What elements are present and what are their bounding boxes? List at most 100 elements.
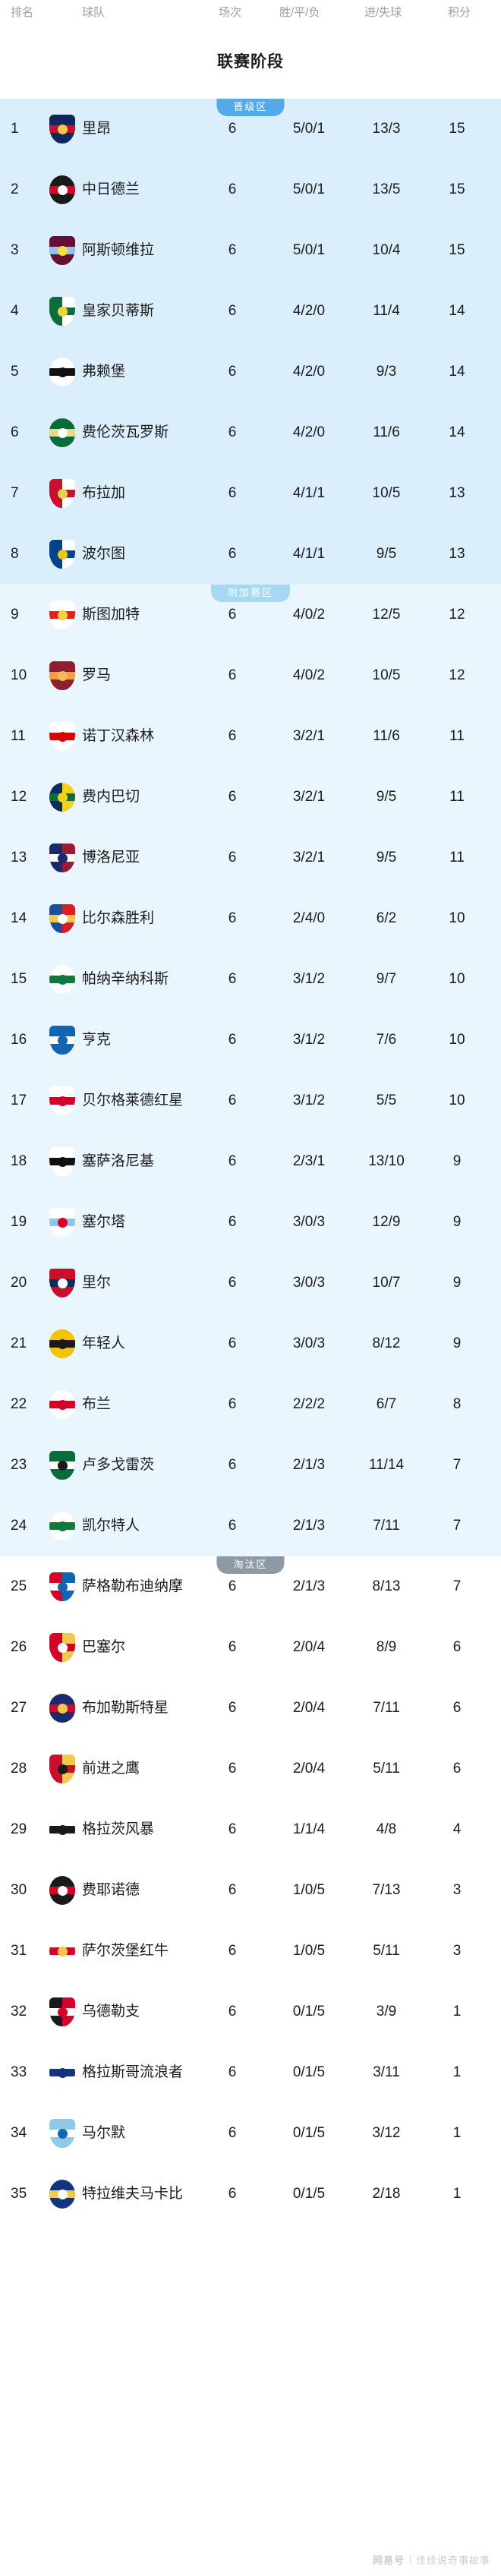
table-row[interactable]: 12 费内巴切 6 3/2/1 9/5 11 <box>0 767 501 828</box>
table-row[interactable]: 29 格拉茨风暴 6 1/1/4 4/8 4 <box>0 1799 501 1860</box>
cell-goals: 9/5 <box>376 789 397 805</box>
cell-goals: 7/11 <box>373 1700 400 1716</box>
cell-team-name: 皇家贝蒂斯 <box>82 303 155 319</box>
table-row[interactable]: 34 马尔默 6 0/1/5 3/12 1 <box>0 2103 501 2164</box>
cell-points: 9 <box>452 1335 462 1351</box>
cell-win-draw-loss: 2/0/4 <box>292 1639 326 1655</box>
rangers-crest <box>47 2057 77 2088</box>
cell-points: 11 <box>449 728 465 744</box>
midtjylland-crest <box>47 175 77 205</box>
table-row[interactable]: 25 萨格勒布迪纳摩 6 2/1/3 8/13 7 <box>0 1556 501 1617</box>
watermark-text: 佳佳说奇事故事 <box>415 2555 490 2566</box>
table-row[interactable]: 4 皇家贝蒂斯 6 4/2/0 11/4 14 <box>0 281 501 342</box>
cell-rank: 35 <box>11 2186 27 2202</box>
table-row[interactable]: 21 年轻人 6 3/0/3 8/12 9 <box>0 1313 501 1374</box>
table-row[interactable]: 6 费伦茨瓦罗斯 6 4/2/0 11/6 14 <box>0 402 501 463</box>
table-row[interactable]: 32 乌德勒支 6 0/1/5 3/9 1 <box>0 1982 501 2042</box>
cell-win-draw-loss: 4/2/0 <box>292 424 326 440</box>
cell-rank: 31 <box>11 1943 27 1959</box>
table-row[interactable]: 2 中日德兰 6 5/0/1 13/5 15 <box>0 159 501 220</box>
cell-team-name: 帕纳辛纳科斯 <box>82 971 169 987</box>
cell-played: 6 <box>228 1821 237 1837</box>
column-header-goals: 进/失球 <box>364 5 402 19</box>
cell-points: 15 <box>449 181 465 197</box>
go-ahead-eagles-crest <box>47 1754 77 1784</box>
zone-badge-playoff: 附加赛区 <box>210 585 291 602</box>
column-header-points: 积分 <box>448 5 471 19</box>
table-row[interactable]: 9 斯图加特 6 4/0/2 12/5 12 <box>0 585 501 645</box>
table-row[interactable]: 35 特拉维夫马卡比 6 0/1/5 2/18 1 <box>0 2164 501 2224</box>
table-row[interactable]: 14 比尔森胜利 6 2/4/0 6/2 10 <box>0 888 501 949</box>
table-row[interactable]: 5 弗赖堡 6 4/2/0 9/3 14 <box>0 342 501 402</box>
cell-points: 10 <box>449 971 465 987</box>
table-row[interactable]: 27 布加勒斯特星 6 2/0/4 7/11 6 <box>0 1678 501 1739</box>
table-row[interactable]: 15 帕纳辛纳科斯 6 3/1/2 9/7 10 <box>0 949 501 1010</box>
watermark: 网易号 佳佳说奇事故事 <box>373 2552 490 2567</box>
table-row[interactable]: 22 布兰 6 2/2/2 6/7 8 <box>0 1374 501 1435</box>
celta-vigo-crest <box>47 1207 77 1238</box>
cell-goals: 6/2 <box>376 910 397 926</box>
cell-points: 11 <box>449 850 465 865</box>
cell-played: 6 <box>228 1335 237 1351</box>
table-row[interactable]: 10 罗马 6 4/0/2 10/5 12 <box>0 645 501 706</box>
cell-win-draw-loss: 5/0/1 <box>292 121 326 137</box>
table-row[interactable]: 1 里昂 6 5/0/1 13/3 15 <box>0 99 501 159</box>
cell-team-name: 布加勒斯特星 <box>82 1700 169 1716</box>
table-row[interactable]: 7 布拉加 6 4/1/1 10/5 13 <box>0 463 501 524</box>
cell-played: 6 <box>228 121 237 137</box>
cell-win-draw-loss: 1/0/5 <box>292 1943 326 1959</box>
table-row[interactable]: 30 费耶诺德 6 1/0/5 7/13 3 <box>0 1860 501 1921</box>
cell-win-draw-loss: 4/0/2 <box>292 607 326 623</box>
cell-points: 12 <box>449 607 465 623</box>
cell-points: 9 <box>452 1275 462 1291</box>
cell-played: 6 <box>228 1882 237 1898</box>
cell-rank: 24 <box>11 1518 27 1534</box>
dinamo-zagreb-crest <box>47 1572 77 1602</box>
table-row[interactable]: 28 前进之鹰 6 2/0/4 5/11 6 <box>0 1739 501 1799</box>
table-row[interactable]: 26 巴塞尔 6 2/0/4 8/9 6 <box>0 1617 501 1678</box>
cell-rank: 26 <box>11 1639 27 1655</box>
cell-played: 6 <box>228 2186 237 2202</box>
cell-played: 6 <box>228 1032 237 1048</box>
table-row[interactable]: 13 博洛尼亚 6 3/2/1 9/5 11 <box>0 828 501 888</box>
cell-win-draw-loss: 2/1/3 <box>292 1518 326 1534</box>
cell-points: 15 <box>449 121 465 137</box>
cell-goals: 11/4 <box>373 303 400 319</box>
watermark-logo: 网易号 <box>372 2555 405 2566</box>
zone-section-out: 淘汰区 25 萨格勒布迪纳摩 6 2/1/3 8/13 7 26 巴塞尔 6 2/0/4 8/9 6 27… <box>0 1556 501 2224</box>
cell-win-draw-loss: 3/1/2 <box>292 1093 326 1108</box>
cell-win-draw-loss: 2/1/3 <box>292 1578 326 1594</box>
cell-rank: 10 <box>11 667 27 683</box>
table-row[interactable]: 20 里尔 6 3/0/3 10/7 9 <box>0 1253 501 1313</box>
zone-badge-qualify: 晋级区 <box>216 99 285 116</box>
table-row[interactable]: 16 亨克 6 3/1/2 7/6 10 <box>0 1010 501 1070</box>
cell-win-draw-loss: 4/2/0 <box>292 303 326 319</box>
table-row[interactable]: 24 凯尔特人 6 2/1/3 7/11 7 <box>0 1496 501 1556</box>
maccabi-tel-aviv-crest <box>47 2179 77 2209</box>
cell-rank: 27 <box>11 1700 27 1716</box>
table-row[interactable]: 8 波尔图 6 4/1/1 9/5 13 <box>0 524 501 585</box>
cell-played: 6 <box>228 789 237 805</box>
cell-rank: 15 <box>11 971 27 987</box>
cell-points: 10 <box>449 1032 465 1048</box>
table-row[interactable]: 3 阿斯顿维拉 6 5/0/1 10/4 15 <box>0 220 501 281</box>
table-row[interactable]: 17 贝尔格莱德红星 6 3/1/2 5/5 10 <box>0 1070 501 1131</box>
table-row[interactable]: 33 格拉斯哥流浪者 6 0/1/5 3/11 1 <box>0 2042 501 2103</box>
table-row[interactable]: 11 诺丁汉森林 6 3/2/1 11/6 11 <box>0 706 501 767</box>
cell-played: 6 <box>228 971 237 987</box>
cell-points: 8 <box>452 1396 462 1412</box>
cell-points: 7 <box>452 1518 462 1534</box>
cell-goals: 3/11 <box>373 2064 400 2080</box>
cell-team-name: 塞尔塔 <box>82 1214 126 1230</box>
cell-goals: 13/5 <box>372 181 401 197</box>
table-row[interactable]: 31 萨尔茨堡红牛 6 1/0/5 5/11 3 <box>0 1921 501 1982</box>
cell-played: 6 <box>228 1153 237 1169</box>
ludogorets-crest <box>47 1450 77 1480</box>
cell-team-name: 阿斯顿维拉 <box>82 242 155 258</box>
cell-rank: 16 <box>11 1032 27 1048</box>
table-row[interactable]: 23 卢多戈雷茨 6 2/1/3 11/14 7 <box>0 1435 501 1496</box>
table-row[interactable]: 18 塞萨洛尼基 6 2/3/1 13/10 9 <box>0 1131 501 1192</box>
table-row[interactable]: 19 塞尔塔 6 3/0/3 12/9 9 <box>0 1192 501 1253</box>
cell-win-draw-loss: 3/0/3 <box>292 1275 326 1291</box>
cell-team-name: 费耶诺德 <box>82 1882 140 1898</box>
